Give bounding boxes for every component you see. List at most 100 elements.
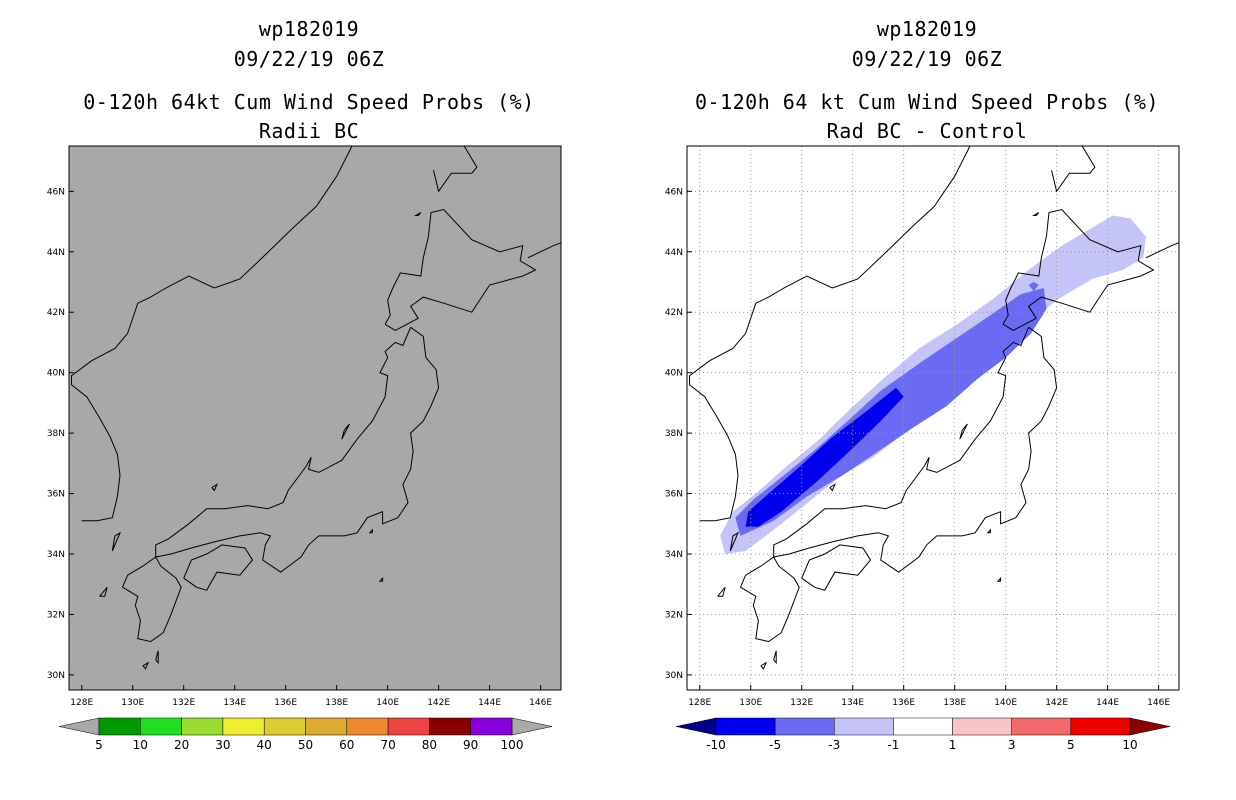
- colorbar-label: 5: [1067, 738, 1075, 752]
- storm-id: wp182019: [258, 17, 360, 41]
- lat-tick-label: 38N: [665, 429, 683, 439]
- colorbar-swatch: [98, 717, 141, 736]
- lon-tick-label: 132E: [172, 698, 195, 708]
- map-title: 0-120h 64kt Cum Wind Speed Probs (%): [83, 90, 535, 114]
- colorbar-swatch: [1070, 717, 1131, 736]
- colorbar-label: 80: [422, 738, 437, 752]
- colorbar-label: 60: [339, 738, 354, 752]
- lon-tick-label: 142E: [1045, 698, 1068, 708]
- lat-tick-label: 32N: [665, 610, 683, 620]
- colorbar-label: 1: [949, 738, 957, 752]
- map-frame: [686, 145, 1180, 691]
- lon-tick-label: 140E: [994, 698, 1017, 708]
- lat-tick-label: 40N: [47, 369, 65, 379]
- colorbar-swatch: [952, 717, 1012, 736]
- colorbar-label: 90: [463, 738, 478, 752]
- colorbar-label: 5: [95, 738, 103, 752]
- coastlines: [71, 145, 562, 670]
- colorbar-label: 20: [174, 738, 189, 752]
- storm-id: wp182019: [876, 17, 978, 41]
- lon-tick-label: 140E: [376, 698, 399, 708]
- colorbar-swatch: [140, 717, 182, 736]
- datetime: 09/22/19 06Z: [851, 47, 1003, 71]
- colorbar-swatch: [1011, 717, 1072, 736]
- lon-tick-label: 136E: [274, 698, 297, 708]
- colorbar-swatch: [387, 717, 430, 736]
- colorbar-label: 50: [298, 738, 313, 752]
- lon-tick-label: 130E: [121, 698, 144, 708]
- lon-tick-label: 128E: [70, 698, 93, 708]
- map-frame: [68, 145, 562, 691]
- difference-colorbar: -10 -5 -3 -1 1 3 5 10: [675, 717, 1171, 752]
- lon-tick-label: 130E: [739, 698, 762, 708]
- colorbar-low-end: [675, 717, 717, 736]
- colorbar-high-end: [511, 717, 553, 736]
- map-subtitle: Radii BC: [258, 119, 360, 143]
- lon-tick-label: 146E: [529, 698, 552, 708]
- diff-area-medium: [1028, 282, 1039, 292]
- lat-tick-label: 32N: [47, 610, 65, 620]
- lat-tick-label: 36N: [665, 490, 683, 500]
- lat-tick-label: 30N: [665, 671, 683, 681]
- lon-tick-label: 146E: [1147, 698, 1170, 708]
- difference-map: 128E 130E 132E 134E 136E 138E 140E 142E 144E 146E…: [665, 145, 1180, 708]
- lat-tick-label: 46N: [665, 187, 683, 197]
- map-title: 0-120h 64 kt Cum Wind Speed Probs (%): [694, 90, 1160, 114]
- colorbar-swatch: [181, 717, 224, 736]
- left-panel: wp182019 09/22/19 06Z 0-120h 64kt Cum Wi…: [47, 17, 562, 752]
- axes: 128E 130E 132E 134E 136E 138E 140E 142E 144E 146E…: [665, 146, 1179, 708]
- map-subtitle: Rad BC - Control: [826, 119, 1028, 143]
- lon-tick-label: 144E: [478, 698, 501, 708]
- probability-colorbar: 5 10 20 30 40 50 60 70 80 90 100: [58, 717, 553, 752]
- lon-tick-label: 144E: [1096, 698, 1119, 708]
- colorbar-label: -10: [706, 738, 726, 752]
- coastlines: [689, 145, 1180, 670]
- colorbar-label: -1: [887, 738, 899, 752]
- lon-tick-label: 132E: [790, 698, 813, 708]
- lat-tick-label: 38N: [47, 429, 65, 439]
- difference-shading: [720, 215, 1146, 554]
- datetime: 09/22/19 06Z: [233, 47, 385, 71]
- lat-tick-label: 44N: [665, 248, 683, 258]
- lat-tick-label: 40N: [665, 369, 683, 379]
- lat-tick-label: 36N: [47, 490, 65, 500]
- right-panel: wp182019 09/22/19 06Z 0-120h 64 kt Cum W…: [618, 0, 1236, 800]
- colorbar-swatch: [305, 717, 348, 736]
- lat-tick-label: 34N: [47, 550, 65, 560]
- colorbar-swatch: [834, 717, 894, 736]
- lat-tick-label: 46N: [47, 187, 65, 197]
- colorbar-label: -3: [828, 738, 840, 752]
- colorbar-swatch: [715, 717, 776, 736]
- colorbar-high-end: [1129, 717, 1171, 736]
- colorbar-label: -5: [769, 738, 781, 752]
- lat-tick-label: 42N: [47, 308, 65, 318]
- colorbar-swatch: [774, 717, 835, 736]
- lat-tick-label: 42N: [665, 308, 683, 318]
- colorbar-swatch: [263, 717, 306, 736]
- lat-tick-label: 44N: [47, 248, 65, 258]
- lon-tick-label: 138E: [943, 698, 966, 708]
- lat-tick-label: 30N: [47, 671, 65, 681]
- colorbar-low-end: [58, 717, 100, 736]
- lon-tick-label: 138E: [325, 698, 348, 708]
- colorbar-swatch: [893, 717, 953, 736]
- lat-tick-label: 34N: [665, 550, 683, 560]
- map-background: [69, 146, 561, 690]
- lon-tick-label: 134E: [841, 698, 864, 708]
- lon-tick-label: 128E: [688, 698, 711, 708]
- probability-map: 128E 130E 132E 134E 136E 138E 140E 142E 144E 146E…: [47, 145, 562, 708]
- colorbar-label: 3: [1008, 738, 1016, 752]
- colorbar-label: 30: [215, 738, 230, 752]
- colorbar-label: 70: [380, 738, 395, 752]
- colorbar-label: 40: [257, 738, 272, 752]
- axes: 128E 130E 132E 134E 136E 138E 140E 142E 144E 146E…: [47, 187, 553, 708]
- colorbar-label: 10: [133, 738, 148, 752]
- colorbar-swatch: [346, 717, 389, 736]
- lon-tick-label: 142E: [427, 698, 450, 708]
- colorbar-label: 10: [1122, 738, 1137, 752]
- colorbar-swatch: [429, 717, 471, 736]
- colorbar-label: 100: [501, 738, 524, 752]
- lon-tick-label: 134E: [223, 698, 246, 708]
- colorbar-swatch: [222, 717, 265, 736]
- lon-tick-label: 136E: [892, 698, 915, 708]
